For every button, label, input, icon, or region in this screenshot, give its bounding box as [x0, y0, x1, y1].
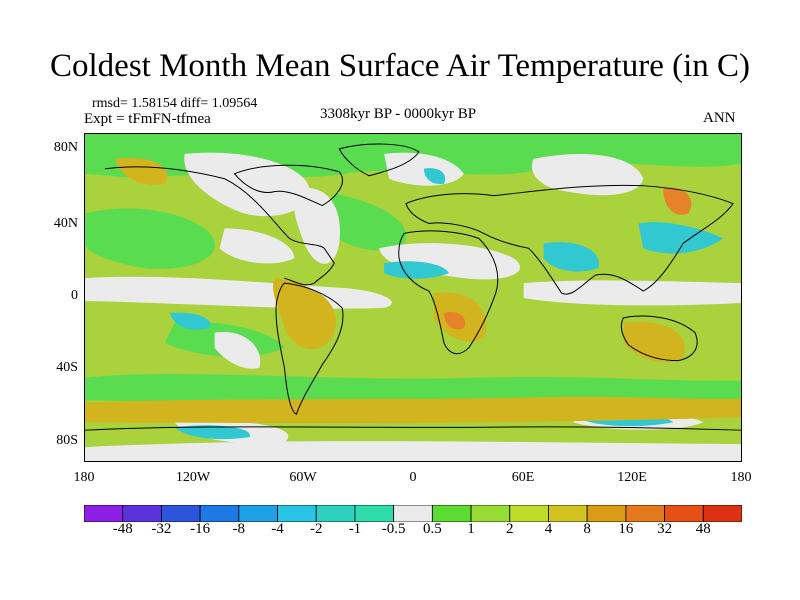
colorbar-box	[277, 505, 317, 522]
colorbar-label: -16	[190, 521, 211, 537]
colorbar-label: -2	[309, 521, 323, 537]
colorbar-box	[664, 505, 704, 522]
experiment-label: Expt = tFmFN-tfmea	[84, 111, 211, 127]
x-tick-60w: 60W	[289, 470, 317, 485]
colorbar-box	[470, 505, 511, 522]
hot-anomaly-areas	[443, 187, 692, 330]
colorbar-label: -8	[232, 521, 246, 537]
colorbar-label: 8	[583, 521, 591, 537]
period-label: 3308kyr BP - 0000kyr BP	[320, 106, 477, 122]
warm-anomaly-areas	[85, 157, 741, 423]
colorbar-label: -32	[151, 521, 172, 537]
x-tick-180w: 180	[73, 470, 95, 485]
colorbar-label: 2	[506, 521, 514, 537]
colorbar-label: -0.5	[381, 521, 406, 537]
x-tick-60e: 60E	[511, 470, 535, 485]
x-tick-120w: 120W	[175, 470, 211, 485]
colorbar-box	[586, 505, 627, 522]
colorbar-box	[199, 505, 240, 522]
map-title: Coldest Month Mean Surface Air Temperatu…	[50, 48, 750, 84]
x-tick-0: 0	[409, 470, 417, 485]
y-tick-40s: 40S	[56, 360, 78, 375]
colorbar-box	[393, 505, 433, 522]
colorbar-label: 32	[657, 521, 673, 537]
colorbar-box	[84, 505, 124, 522]
colorbar-box	[548, 505, 588, 522]
temperature-map	[84, 133, 742, 462]
colorbar-box	[431, 505, 472, 522]
x-tick-180e: 180	[730, 470, 752, 485]
y-tick-0: 0	[71, 288, 78, 303]
colorbar-label: 1	[467, 521, 475, 537]
y-tick-40n: 40N	[53, 216, 78, 231]
colorbar	[84, 505, 742, 522]
y-tick-80s: 80S	[56, 433, 78, 448]
colorbar-box	[161, 505, 201, 522]
colorbar-label: 4	[544, 521, 553, 537]
stats-label: rmsd= 1.58154 diff= 1.09564	[92, 96, 258, 111]
colorbar-label: -4	[271, 521, 284, 537]
colorbar-box	[238, 505, 278, 522]
colorbar-box	[122, 505, 162, 522]
colorbar-box	[509, 505, 549, 522]
colorbar-box	[702, 505, 742, 522]
y-tick-80n: 80N	[53, 140, 78, 155]
colorbar-label: -1	[348, 521, 362, 537]
coastlines	[85, 143, 741, 431]
colorbar-box	[354, 505, 395, 522]
colorbar-label: 16	[618, 521, 634, 537]
colorbar-label: 48	[695, 521, 711, 537]
colorbar-label: -48	[112, 521, 133, 537]
colorbar-label: 0.5	[422, 521, 442, 537]
colorbar-box	[625, 505, 665, 522]
x-tick-120e: 120E	[617, 470, 647, 485]
season-label: ANN	[703, 110, 736, 126]
colorbar-box	[315, 505, 356, 522]
